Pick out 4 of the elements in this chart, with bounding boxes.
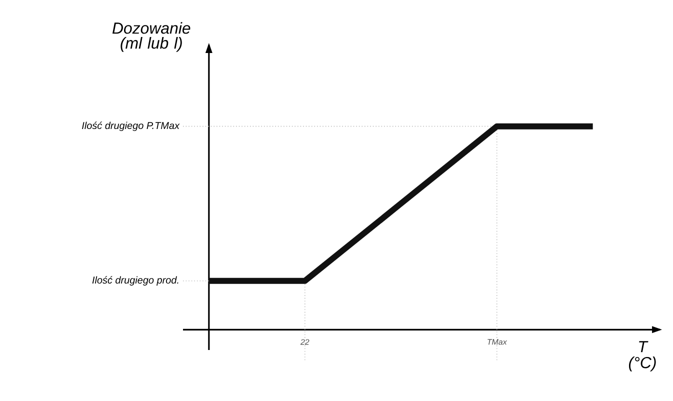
ref-line-label: Ilość drugiego P.TMax — [82, 122, 180, 132]
x-axis-title: T (°C) — [628, 341, 656, 372]
y-axis-title: Dozowanie (ml lub l) — [112, 22, 190, 52]
ref-line-label: Ilość drugiego prod. — [92, 276, 178, 286]
